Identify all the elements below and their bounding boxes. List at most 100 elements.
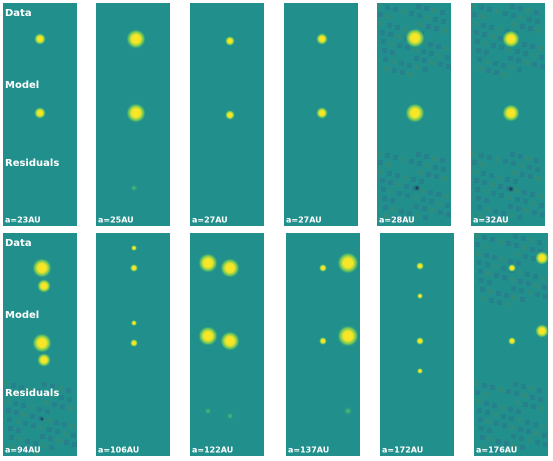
source: [32, 258, 52, 278]
noise: [528, 26, 533, 31]
noise: [483, 244, 488, 249]
source: [416, 337, 424, 345]
noise: [474, 30, 479, 35]
noise: [483, 392, 488, 397]
noise: [479, 5, 484, 10]
noise: [438, 210, 443, 215]
noise: [421, 197, 426, 202]
noise: [533, 422, 538, 427]
noise: [423, 67, 428, 72]
noise: [514, 243, 519, 248]
noise: [417, 13, 422, 18]
noise: [13, 401, 18, 406]
panel: [286, 233, 360, 456]
noise: [524, 60, 529, 65]
source: [417, 368, 423, 374]
noise: [393, 155, 398, 160]
noise: [11, 383, 16, 388]
noise: [490, 182, 495, 187]
noise: [441, 19, 446, 24]
noise: [511, 161, 516, 166]
noise: [418, 22, 423, 27]
source: [204, 407, 212, 415]
noise: [472, 160, 477, 165]
source: [316, 107, 328, 119]
noise: [400, 70, 405, 75]
source: [220, 258, 240, 278]
noise: [424, 154, 429, 159]
source: [535, 251, 549, 265]
noise: [421, 49, 426, 54]
noise: [426, 24, 431, 29]
noise: [416, 152, 421, 157]
noise: [526, 281, 531, 286]
source: [316, 33, 328, 45]
noise: [432, 156, 437, 161]
noise: [382, 196, 387, 201]
source: [37, 353, 51, 367]
noise: [430, 60, 435, 65]
noise: [477, 260, 482, 265]
noise: [494, 421, 499, 426]
noise: [442, 176, 447, 181]
noise: [389, 41, 394, 46]
noise: [504, 441, 509, 446]
noise: [411, 177, 416, 182]
noise: [530, 395, 535, 400]
noise: [401, 157, 406, 162]
noise: [429, 199, 434, 204]
noise: [478, 214, 483, 219]
noise: [494, 70, 499, 75]
noise: [516, 409, 521, 414]
noise: [425, 15, 430, 20]
noise: [41, 443, 46, 448]
noise: [480, 287, 485, 292]
noise: [436, 44, 441, 49]
noise: [47, 427, 52, 432]
panel-label: a=28AU: [379, 216, 415, 225]
noise: [510, 277, 515, 282]
noise: [420, 188, 425, 193]
panel-image: [380, 233, 454, 456]
panel: [3, 3, 77, 226]
noise: [514, 188, 519, 193]
noise: [520, 172, 525, 177]
noise: [501, 414, 506, 419]
noise: [408, 72, 413, 77]
noise: [72, 442, 77, 447]
noise: [68, 406, 73, 411]
noise: [506, 389, 511, 394]
noise: [475, 390, 480, 395]
noise: [397, 191, 402, 196]
noise: [477, 408, 482, 413]
noise: [478, 269, 483, 274]
source: [416, 262, 424, 270]
source: [32, 333, 52, 353]
noise: [515, 197, 520, 202]
noise: [16, 428, 21, 433]
noise: [433, 17, 438, 22]
noise: [484, 253, 489, 258]
source: [417, 293, 423, 299]
source: [130, 339, 138, 347]
noise: [535, 19, 540, 24]
noise: [482, 180, 487, 185]
noise: [481, 444, 486, 449]
noise: [481, 296, 486, 301]
noise: [481, 23, 486, 28]
noise: [501, 211, 506, 216]
noise: [482, 235, 487, 240]
noise: [525, 420, 530, 425]
noise: [8, 426, 13, 431]
noise: [542, 433, 547, 438]
noise: [526, 8, 531, 13]
noise: [510, 425, 515, 430]
noise: [519, 436, 524, 441]
noise: [542, 285, 547, 290]
panel-label: a=94AU: [5, 446, 41, 455]
noise: [539, 203, 544, 208]
noise: [512, 22, 517, 27]
noise: [417, 161, 422, 166]
noise: [494, 273, 499, 278]
noise: [541, 276, 546, 281]
